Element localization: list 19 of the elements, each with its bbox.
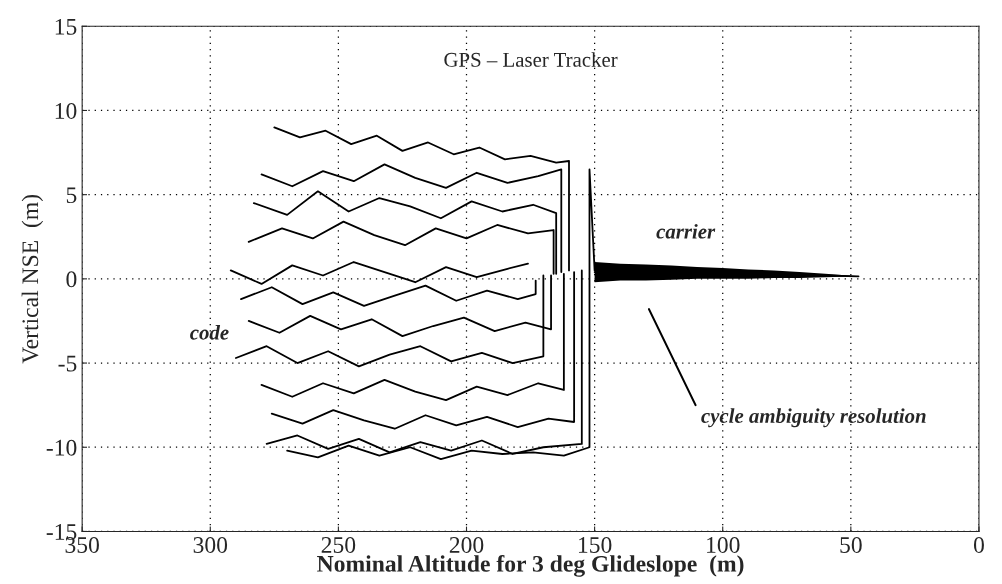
annotation: carrier bbox=[656, 223, 716, 239]
annotation: code bbox=[190, 324, 229, 340]
x-tick-label: 150 bbox=[578, 536, 612, 553]
x-axis-title: Nominal Altitude for 3 deg Glideslope (m) bbox=[317, 554, 744, 577]
y-tick-label: 5 bbox=[66, 187, 77, 204]
x-tick-label: 100 bbox=[707, 536, 740, 553]
annotation: cycle ambiguity resolution bbox=[701, 408, 926, 428]
y-tick-label: -5 bbox=[58, 355, 77, 372]
x-tick-label: 0 bbox=[973, 536, 984, 553]
y-axis-title: Vertical NSE (m) bbox=[21, 194, 44, 364]
x-tick-label: 250 bbox=[321, 536, 356, 553]
y-tick-label: 0 bbox=[66, 271, 77, 288]
x-tick-label: 50 bbox=[840, 536, 862, 553]
y-tick-label: 10 bbox=[55, 102, 77, 119]
text: GPS – Laser Tracker bbox=[444, 52, 618, 67]
x-tick-label: 300 bbox=[193, 536, 228, 553]
y-tick-label: -10 bbox=[46, 439, 77, 456]
x-tick-label: 200 bbox=[449, 536, 484, 553]
y-tick-label: 15 bbox=[55, 18, 77, 35]
